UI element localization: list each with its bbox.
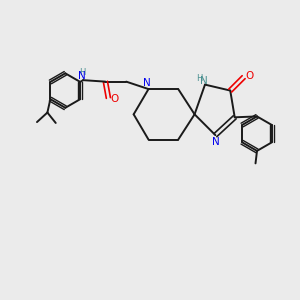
Text: N: N (212, 137, 219, 147)
Text: O: O (111, 94, 119, 104)
Text: H: H (196, 74, 203, 82)
Text: N: N (200, 76, 208, 86)
Text: N: N (143, 77, 151, 88)
Text: O: O (245, 71, 254, 81)
Text: H: H (79, 68, 85, 77)
Text: N: N (78, 71, 86, 81)
